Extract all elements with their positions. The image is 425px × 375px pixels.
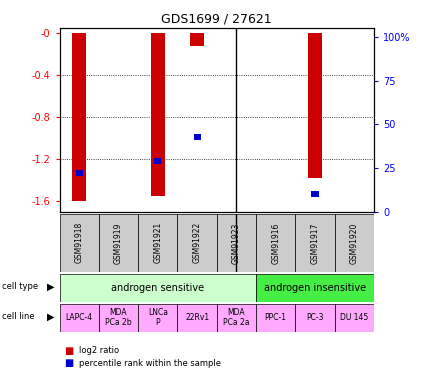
Text: GSM91919: GSM91919: [114, 222, 123, 264]
Text: GSM91916: GSM91916: [271, 222, 280, 264]
Bar: [76, 170, 83, 177]
Title: GDS1699 / 27621: GDS1699 / 27621: [162, 13, 272, 26]
Text: cell type: cell type: [2, 282, 38, 291]
Bar: [308, 33, 322, 178]
Bar: [193, 134, 201, 140]
Bar: [99, 304, 138, 332]
Bar: [217, 304, 256, 332]
Bar: [138, 214, 178, 272]
Text: 22Rv1: 22Rv1: [185, 314, 209, 322]
Bar: [138, 304, 178, 332]
Bar: [60, 304, 99, 332]
Bar: [295, 304, 335, 332]
Text: LNCa
P: LNCa P: [148, 309, 168, 327]
Bar: [190, 33, 204, 46]
Text: MDA
PCa 2b: MDA PCa 2b: [105, 309, 132, 327]
Bar: [151, 33, 164, 196]
Bar: [312, 191, 319, 197]
Bar: [217, 214, 256, 272]
Text: androgen insensitive: androgen insensitive: [264, 283, 366, 293]
Text: PC-3: PC-3: [306, 314, 324, 322]
Bar: [60, 274, 256, 302]
Bar: [256, 274, 374, 302]
Text: GSM91922: GSM91922: [193, 222, 201, 263]
Text: GSM91918: GSM91918: [75, 222, 84, 263]
Bar: [256, 214, 295, 272]
Bar: [295, 214, 335, 272]
Text: GSM91921: GSM91921: [153, 222, 162, 263]
Bar: [178, 214, 217, 272]
Bar: [154, 158, 162, 164]
Text: ▶: ▶: [47, 312, 54, 322]
Text: ▶: ▶: [47, 282, 54, 292]
Text: ■: ■: [64, 358, 73, 368]
Text: log2 ratio: log2 ratio: [79, 346, 119, 355]
Bar: [178, 304, 217, 332]
Text: LAPC-4: LAPC-4: [65, 314, 93, 322]
Bar: [60, 214, 99, 272]
Bar: [335, 214, 374, 272]
Text: GSM91923: GSM91923: [232, 222, 241, 264]
Text: GSM91920: GSM91920: [350, 222, 359, 264]
Bar: [256, 304, 295, 332]
Text: percentile rank within the sample: percentile rank within the sample: [79, 358, 221, 368]
Text: cell line: cell line: [2, 312, 35, 321]
Text: ■: ■: [64, 346, 73, 355]
Bar: [72, 33, 86, 201]
Bar: [99, 214, 138, 272]
Text: GSM91917: GSM91917: [311, 222, 320, 264]
Text: MDA
PCa 2a: MDA PCa 2a: [223, 309, 249, 327]
Text: DU 145: DU 145: [340, 314, 368, 322]
Text: PPC-1: PPC-1: [265, 314, 287, 322]
Bar: [335, 304, 374, 332]
Text: androgen sensitive: androgen sensitive: [111, 283, 204, 293]
